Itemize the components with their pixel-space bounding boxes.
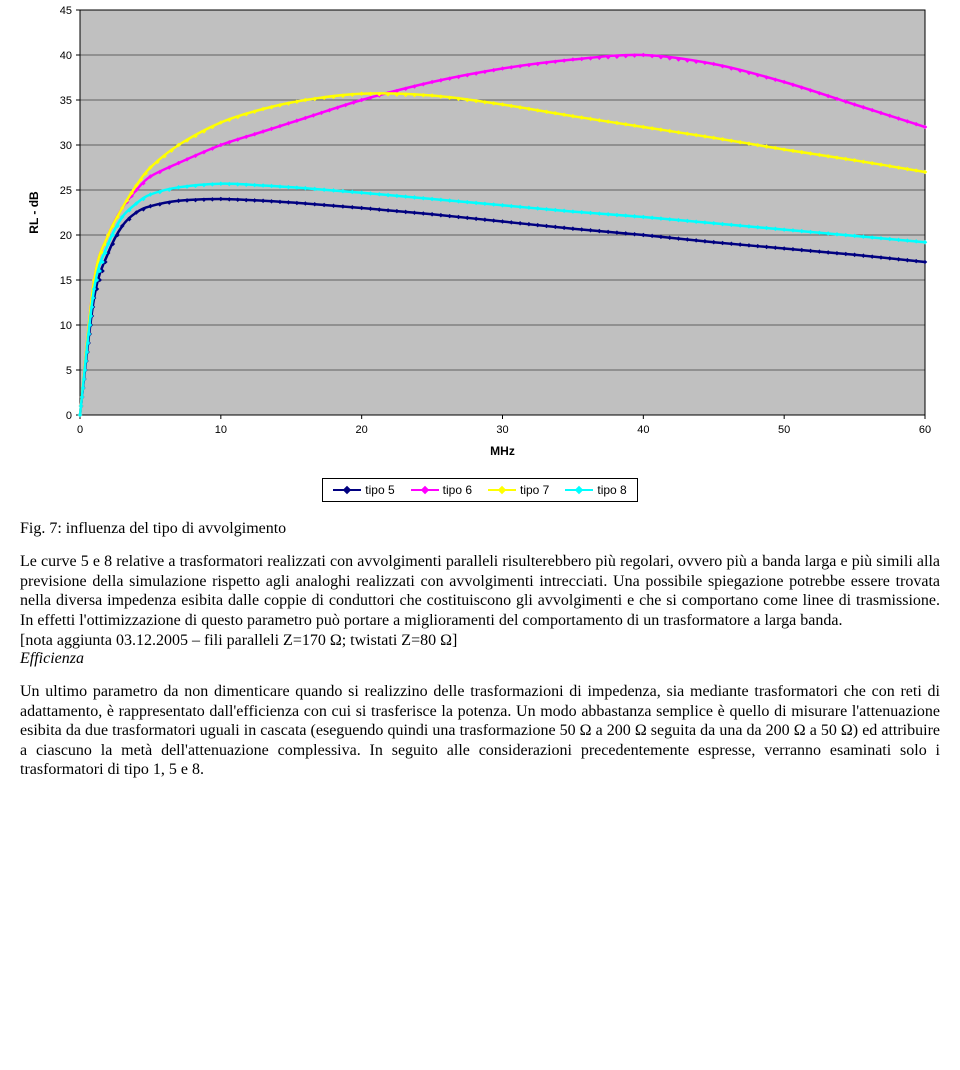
legend-swatch-line: [333, 489, 361, 491]
svg-text:50: 50: [778, 424, 790, 436]
legend-swatch-marker: [498, 486, 506, 494]
svg-text:5: 5: [66, 365, 72, 377]
legend-swatch-marker: [420, 486, 428, 494]
legend-item: tipo 8: [565, 483, 626, 497]
svg-text:15: 15: [60, 275, 72, 287]
legend-swatch-line: [411, 489, 439, 491]
svg-text:30: 30: [60, 140, 72, 152]
svg-text:0: 0: [77, 424, 83, 436]
legend-item: tipo 7: [488, 483, 549, 497]
paragraph-1: Le curve 5 e 8 relative a trasformatori …: [20, 552, 940, 630]
legend-label: tipo 8: [597, 483, 626, 497]
chart-container: 0 5 10 15 20 25 30 35 40 45 0 10 20 30 40 50 60 MHz RL - d…: [20, 0, 940, 502]
chart-legend: tipo 5 tipo 6 tipo 7 tipo 8: [322, 478, 637, 502]
legend-label: tipo 5: [365, 483, 394, 497]
svg-text:RL - dB: RL - dB: [27, 191, 41, 234]
svg-text:40: 40: [637, 424, 649, 436]
svg-text:20: 20: [356, 424, 368, 436]
svg-text:10: 10: [215, 424, 227, 436]
legend-item: tipo 6: [411, 483, 472, 497]
subheading-efficienza: Efficienza: [20, 650, 940, 668]
svg-text:MHz: MHz: [490, 444, 515, 458]
svg-text:35: 35: [60, 95, 72, 107]
svg-text:0: 0: [66, 410, 72, 422]
rl-chart: 0 5 10 15 20 25 30 35 40 45 0 10 20 30 40 50 60 MHz RL - d…: [20, 0, 940, 470]
svg-text:10: 10: [60, 320, 72, 332]
svg-text:45: 45: [60, 5, 72, 17]
legend-swatch-line: [488, 489, 516, 491]
svg-text:30: 30: [496, 424, 508, 436]
legend-item: tipo 5: [333, 483, 394, 497]
added-note: [nota aggiunta 03.12.2005 – fili paralle…: [20, 632, 940, 650]
figure-caption: Fig. 7: influenza del tipo di avvolgimen…: [20, 520, 940, 538]
legend-label: tipo 6: [443, 483, 472, 497]
svg-text:20: 20: [60, 230, 72, 242]
legend-swatch-marker: [575, 486, 583, 494]
paragraph-2: Un ultimo parametro da non dimenticare q…: [20, 682, 940, 780]
legend-swatch-line: [565, 489, 593, 491]
svg-text:60: 60: [919, 424, 931, 436]
svg-text:40: 40: [60, 50, 72, 62]
legend-swatch-marker: [343, 486, 351, 494]
legend-label: tipo 7: [520, 483, 549, 497]
svg-text:25: 25: [60, 185, 72, 197]
